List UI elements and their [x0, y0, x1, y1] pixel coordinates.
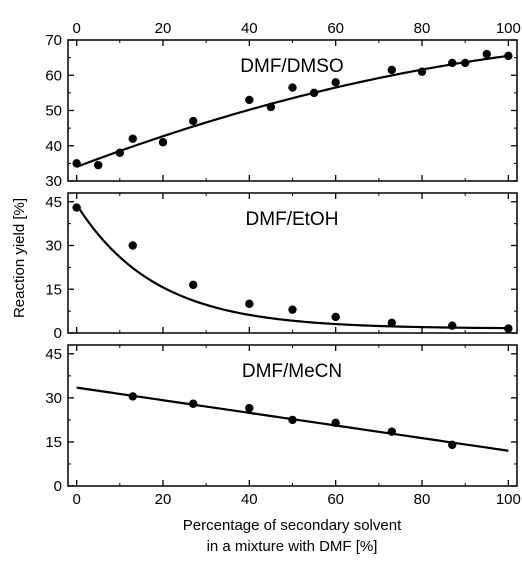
fit-curve [75, 204, 509, 330]
data-point [128, 392, 137, 401]
data-point [504, 51, 513, 61]
data-point [309, 88, 319, 98]
data-point [288, 415, 297, 425]
x-tick-label: 60 [327, 491, 344, 508]
data-point [504, 324, 513, 333]
data-point [448, 321, 457, 330]
panel-label: DMF/DMSO [240, 56, 343, 77]
top-x-tick-label: 40 [241, 20, 258, 37]
y-tick-label: 0 [54, 325, 62, 342]
top-x-tick-label: 80 [414, 20, 431, 37]
data-point [128, 134, 137, 143]
data-point [417, 67, 427, 76]
y-tick-label: 40 [45, 138, 62, 155]
x-axis-title-line1: Percentage of secondary solvent [183, 517, 402, 534]
y-tick-label: 15 [45, 281, 62, 298]
data-point [189, 116, 198, 126]
top-x-tick-label: 20 [155, 20, 172, 37]
data-point [331, 78, 340, 87]
y-tick-label: 45 [45, 194, 62, 211]
data-point [189, 399, 198, 408]
x-tick-label: 0 [72, 491, 80, 508]
y-tick-label: 50 [45, 103, 62, 120]
data-point [482, 49, 491, 59]
data-point [448, 58, 457, 68]
y-tick-label: 15 [45, 434, 62, 451]
x-tick-label: 20 [155, 491, 172, 508]
panel-label: DMF/MeCN [242, 361, 342, 382]
panel-dmf-dmso: DMF/DMSO 30 40 50 60 70 [45, 32, 518, 190]
data-point [288, 305, 297, 314]
data-point [72, 159, 81, 168]
y-tick-label: 30 [45, 238, 62, 255]
data-point [266, 102, 276, 112]
data-point [115, 148, 125, 157]
x-tick-label: 100 [496, 491, 521, 508]
data-point [72, 203, 81, 212]
top-x-tick-label: 100 [496, 20, 521, 37]
data-point [460, 58, 470, 68]
data-point [387, 65, 396, 75]
data-point [331, 418, 340, 428]
data-point [158, 138, 168, 147]
data-point [448, 440, 457, 450]
data-point [387, 427, 396, 436]
top-x-tick-label: 60 [327, 20, 344, 37]
panel-dmf-etoh: DMF/EtOH 0 15 30 45 [45, 192, 518, 342]
top-x-tick-label: 0 [72, 20, 80, 37]
y-tick-label: 70 [45, 32, 62, 49]
data-point [331, 312, 340, 322]
y-tick-label: 0 [54, 478, 62, 495]
x-tick-label: 80 [414, 491, 431, 508]
y-tick-label: 60 [45, 67, 62, 84]
x-tick-label: 40 [241, 491, 258, 508]
data-point [189, 280, 198, 290]
data-point [94, 160, 103, 170]
y-tick-label: 45 [45, 346, 62, 363]
panel-dmf-mecn: DMF/MeCN 0 15 30 45 [45, 344, 518, 495]
x-axis-title-line2: in a mixture with DMF [%] [207, 538, 378, 555]
data-point [245, 299, 254, 309]
data-point [128, 241, 137, 250]
panel-label: DMF/EtOH [246, 209, 339, 230]
y-tick-label: 30 [45, 390, 62, 407]
data-point [288, 83, 297, 92]
data-point [387, 318, 396, 327]
y-axis-title: Reaction yield [%] [11, 198, 28, 318]
y-tick-label: 30 [45, 173, 62, 190]
fit-curve [76, 54, 509, 168]
top-axis: 0 20 40 60 80 100 [72, 20, 520, 37]
data-point [245, 95, 254, 105]
data-point [245, 403, 254, 413]
bottom-axis: 0 20 40 60 80 100 [72, 491, 520, 508]
